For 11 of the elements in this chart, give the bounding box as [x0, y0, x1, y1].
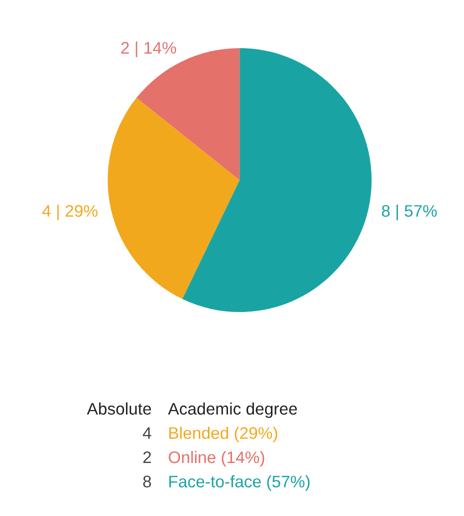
data-label: 2 | 14% — [121, 41, 176, 58]
text: 2 — [143, 451, 151, 464]
text: Absolute — [86, 402, 151, 415]
text: Online (14%) — [168, 450, 264, 466]
data-label: 4 | 29% — [42, 204, 98, 220]
text: 4 — [142, 427, 152, 439]
text: Blended (29%) — [169, 426, 278, 442]
text: Academic degree — [168, 402, 297, 418]
text: 8 — [143, 476, 152, 488]
data-label: 8 | 57% — [382, 204, 437, 220]
text: Face-to-face (57%) — [169, 475, 310, 491]
